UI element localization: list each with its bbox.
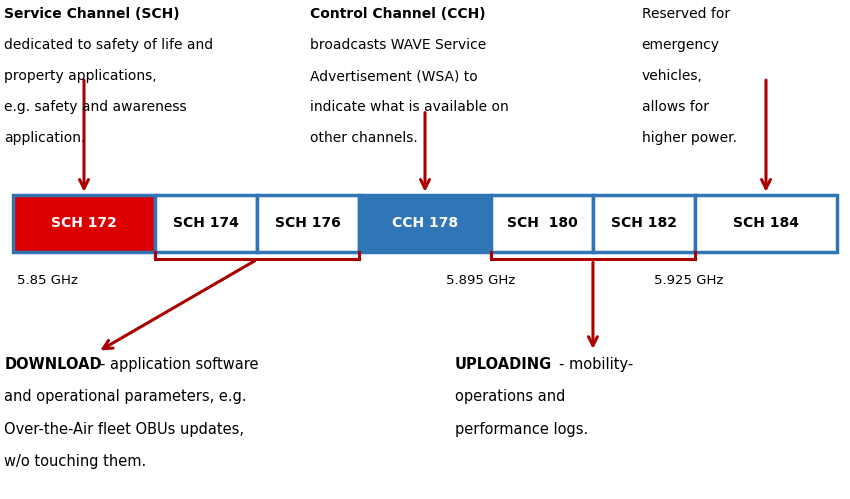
Text: SCH 172: SCH 172 xyxy=(51,216,117,231)
Bar xyxy=(694,195,837,252)
Text: DOWNLOAD: DOWNLOAD xyxy=(4,357,102,372)
Text: - mobility-: - mobility- xyxy=(559,357,633,372)
Text: operations and: operations and xyxy=(455,389,565,404)
Bar xyxy=(156,195,257,252)
Text: CCH 178: CCH 178 xyxy=(392,216,458,231)
Text: SCH 182: SCH 182 xyxy=(611,216,677,231)
Text: property applications,: property applications, xyxy=(4,69,157,83)
Bar xyxy=(593,195,694,252)
Text: UPLOADING: UPLOADING xyxy=(455,357,552,372)
Bar xyxy=(491,195,593,252)
Text: 5.895 GHz: 5.895 GHz xyxy=(446,274,515,287)
Text: dedicated to safety of life and: dedicated to safety of life and xyxy=(4,38,213,52)
Text: w/o touching them.: w/o touching them. xyxy=(4,454,146,469)
Text: broadcasts WAVE Service: broadcasts WAVE Service xyxy=(310,38,486,52)
Text: performance logs.: performance logs. xyxy=(455,422,588,437)
Text: e.g. safety and awareness: e.g. safety and awareness xyxy=(4,100,187,114)
Text: 5.925 GHz: 5.925 GHz xyxy=(654,274,724,287)
Bar xyxy=(13,195,156,252)
Text: and operational parameters, e.g.: and operational parameters, e.g. xyxy=(4,389,246,404)
Text: Control Channel (CCH): Control Channel (CCH) xyxy=(310,7,486,21)
Text: Over-the-Air fleet OBUs updates,: Over-the-Air fleet OBUs updates, xyxy=(4,422,244,437)
Text: allows for: allows for xyxy=(642,100,709,114)
Text: vehicles,: vehicles, xyxy=(642,69,703,83)
Text: Reserved for: Reserved for xyxy=(642,7,730,21)
Bar xyxy=(359,195,491,252)
Text: SCH 184: SCH 184 xyxy=(733,216,799,231)
Text: SCH 176: SCH 176 xyxy=(275,216,341,231)
Text: higher power.: higher power. xyxy=(642,131,737,145)
Bar xyxy=(257,195,359,252)
Text: emergency: emergency xyxy=(642,38,720,52)
Text: - application software: - application software xyxy=(100,357,258,372)
Text: indicate what is available on: indicate what is available on xyxy=(310,100,509,114)
Text: application.: application. xyxy=(4,131,86,145)
Text: other channels.: other channels. xyxy=(310,131,418,145)
Text: Service Channel (SCH): Service Channel (SCH) xyxy=(4,7,180,21)
Text: SCH  180: SCH 180 xyxy=(507,216,577,231)
Text: Advertisement (WSA) to: Advertisement (WSA) to xyxy=(310,69,478,83)
Text: SCH 174: SCH 174 xyxy=(173,216,239,231)
Text: 5.85 GHz: 5.85 GHz xyxy=(17,274,78,287)
